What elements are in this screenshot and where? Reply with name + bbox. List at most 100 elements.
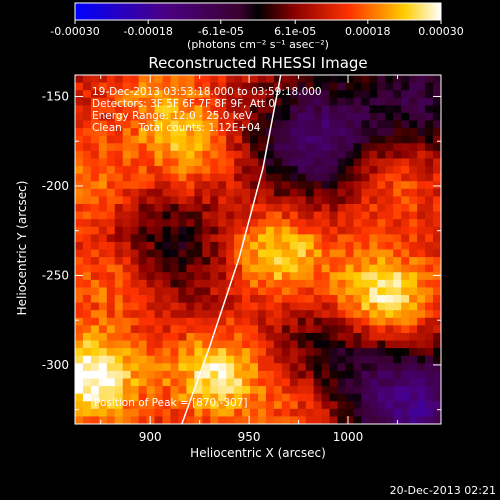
heatmap-cell xyxy=(425,408,434,418)
heatmap-cell xyxy=(417,97,426,106)
heatmap-cell xyxy=(417,355,426,364)
heatmap-cell xyxy=(210,393,219,402)
heatmap-cell xyxy=(146,135,156,144)
heatmap-cell xyxy=(305,348,315,357)
heatmap-cell xyxy=(345,158,355,167)
heatmap-cell xyxy=(385,135,394,144)
heatmap-cell xyxy=(218,75,227,84)
heatmap-cell xyxy=(377,128,386,137)
heatmap-cell xyxy=(202,120,211,129)
heatmap-cell xyxy=(313,386,323,395)
heatmap-cell xyxy=(345,416,355,424)
heatmap-cell xyxy=(82,150,92,160)
heatmap-cell xyxy=(130,219,140,228)
heatmap-cell xyxy=(281,355,291,364)
heatmap-cell xyxy=(226,393,235,402)
heatmap-cell xyxy=(122,340,132,349)
heatmap-cell xyxy=(82,310,92,319)
heatmap-cell xyxy=(146,416,156,424)
heatmap-cell xyxy=(218,272,227,281)
heatmap-cell xyxy=(409,181,418,190)
heatmap-cell xyxy=(154,143,164,152)
heatmap-cell xyxy=(106,272,116,281)
heatmap-cell xyxy=(250,416,259,424)
heatmap-cell xyxy=(194,317,203,326)
heatmap-cell xyxy=(417,173,426,182)
heatmap-cell xyxy=(162,90,172,99)
heatmap-cell xyxy=(305,241,315,251)
heatmap-cell xyxy=(409,272,418,281)
heatmap-cell xyxy=(170,158,180,167)
heatmap-cell xyxy=(250,143,259,152)
heatmap-cell xyxy=(385,332,394,342)
heatmap-cell xyxy=(250,363,259,372)
heatmap-cell xyxy=(353,82,363,91)
heatmap-cell xyxy=(210,279,219,289)
heatmap-cell xyxy=(138,226,148,235)
heatmap-cell xyxy=(234,340,243,349)
heatmap-cell xyxy=(146,370,156,380)
heatmap-cell xyxy=(146,401,156,410)
heatmap-cell xyxy=(210,249,219,258)
heatmap-cell xyxy=(353,325,363,334)
heatmap-cell xyxy=(106,135,116,144)
heatmap-cell xyxy=(409,287,418,296)
heatmap-cell xyxy=(226,166,235,175)
heatmap-cell xyxy=(234,219,243,228)
heatmap-cell xyxy=(210,234,219,243)
heatmap-cell xyxy=(353,363,363,372)
heatmap-cell xyxy=(130,82,140,91)
heatmap-cell xyxy=(130,355,140,364)
heatmap-cell xyxy=(170,332,180,342)
heatmap-cell xyxy=(82,348,92,357)
heatmap-cell xyxy=(369,143,378,152)
heatmap-cell xyxy=(385,325,394,334)
heatmap-cell xyxy=(273,370,283,380)
heatmap-cell xyxy=(162,363,172,372)
heatmap-cell xyxy=(321,234,331,243)
heatmap-cell xyxy=(417,166,426,175)
heatmap-cell xyxy=(329,219,339,228)
heatmap-cell xyxy=(162,302,172,311)
heatmap-cell xyxy=(162,150,172,160)
heatmap-cell xyxy=(417,196,426,205)
heatmap-cell xyxy=(433,112,441,122)
heatmap-cell xyxy=(146,279,156,289)
heatmap-cell xyxy=(122,112,132,122)
heatmap-cell xyxy=(258,196,267,205)
heatmap-cell xyxy=(90,173,100,182)
heatmap-cell xyxy=(417,408,426,418)
heatmap-cell xyxy=(178,75,187,84)
heatmap-cell xyxy=(162,112,172,122)
heatmap-cell xyxy=(377,287,386,296)
heatmap-cell xyxy=(377,234,386,243)
heatmap-cell xyxy=(82,317,92,326)
heatmap-cell xyxy=(297,348,307,357)
heatmap-cell xyxy=(138,211,148,220)
heatmap-cell xyxy=(178,112,187,122)
heatmap-cell xyxy=(385,257,394,266)
heatmap-cell xyxy=(218,401,227,410)
heatmap-cell xyxy=(106,203,116,213)
heatmap-cell xyxy=(385,416,394,424)
heatmap-cell xyxy=(178,143,187,152)
heatmap-cell xyxy=(122,219,132,228)
heatmap-cell xyxy=(250,128,259,137)
heatmap-cell xyxy=(186,332,195,342)
heatmap-cell xyxy=(409,408,418,418)
heatmap-cell xyxy=(281,105,291,114)
heatmap-cell xyxy=(409,158,418,167)
heatmap-cell xyxy=(114,393,124,402)
heatmap-cell xyxy=(218,105,227,114)
heatmap-cell xyxy=(385,264,394,273)
heatmap-cell xyxy=(106,97,116,106)
heatmap-cell xyxy=(369,310,378,319)
heatmap-cell xyxy=(146,241,156,251)
heatmap-cell xyxy=(417,188,426,197)
heatmap-cell xyxy=(273,257,283,266)
heatmap-cell xyxy=(98,249,108,258)
heatmap-cell xyxy=(242,348,251,357)
heatmap-cell xyxy=(281,143,291,152)
heatmap-cell xyxy=(114,416,124,424)
heatmap-cell xyxy=(281,295,291,304)
